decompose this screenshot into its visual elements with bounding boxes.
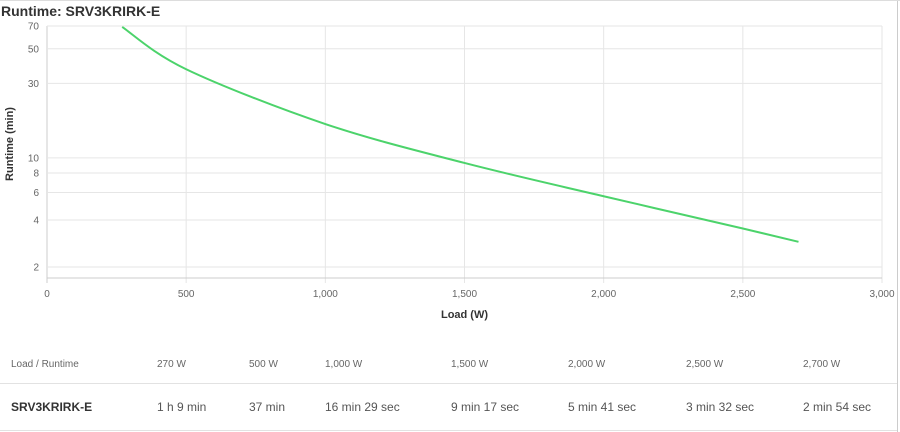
runtime-cell: 9 min 17 sec (451, 383, 568, 431)
header-cell: 270 W (157, 345, 249, 384)
panel-border (897, 1, 898, 432)
y-tick-label: 6 (33, 188, 39, 199)
header-cell: 1,500 W (451, 345, 568, 384)
chart-title: Runtime: SRV3KRIRK-E (1, 3, 161, 19)
x-tick-label: 500 (178, 289, 195, 300)
header-cell: Load / Runtime (0, 345, 157, 384)
runtime-chart: 0 500 1,000 1,500 2,000 2,500 3,000 2 4 6 8 10 30 50 7… (4, 22, 895, 322)
runtime-cell: 5 min 41 sec (568, 383, 686, 431)
y-tick-label: 30 (28, 79, 40, 90)
y-tick-label: 2 (33, 262, 39, 273)
y-tick-label: 10 (28, 153, 40, 164)
runtime-cell: 16 min 29 sec (325, 383, 451, 431)
y-tick-label: 50 (28, 44, 40, 55)
header-cell: 2,700 W (803, 345, 897, 384)
y-tick-label: 70 (28, 22, 40, 33)
header-cell: 2,500 W (686, 345, 803, 384)
table-row: SRV3KRIRK-E 1 h 9 min 37 min 16 min 29 s… (0, 383, 897, 431)
x-tick-label: 2,000 (591, 289, 616, 300)
table-header-row: Load / Runtime 270 W 500 W 1,000 W 1,500… (0, 345, 897, 384)
header-cell: 1,000 W (325, 345, 451, 384)
x-tick-label: 2,500 (730, 289, 755, 300)
x-tick-label: 3,000 (869, 289, 894, 300)
y-tick-label: 4 (33, 216, 39, 227)
runtime-series-line (121, 26, 799, 243)
x-axis-label: Load (W) (441, 309, 488, 321)
x-tick-label: 1,000 (313, 289, 338, 300)
y-axis-label: Runtime (min) (4, 107, 16, 181)
x-tick-label: 1,500 (452, 289, 477, 300)
x-tick-label: 0 (44, 289, 50, 300)
runtime-cell: 1 h 9 min (157, 383, 249, 431)
header-cell: 2,000 W (568, 345, 686, 384)
runtime-cell: 3 min 32 sec (686, 383, 803, 431)
runtime-table: Load / Runtime 270 W 500 W 1,000 W 1,500… (0, 345, 897, 431)
runtime-cell: 37 min (249, 383, 325, 431)
header-cell: 500 W (249, 345, 325, 384)
runtime-cell: 2 min 54 sec (803, 383, 897, 431)
y-tick-label: 8 (33, 169, 39, 180)
model-cell: SRV3KRIRK-E (0, 383, 157, 431)
